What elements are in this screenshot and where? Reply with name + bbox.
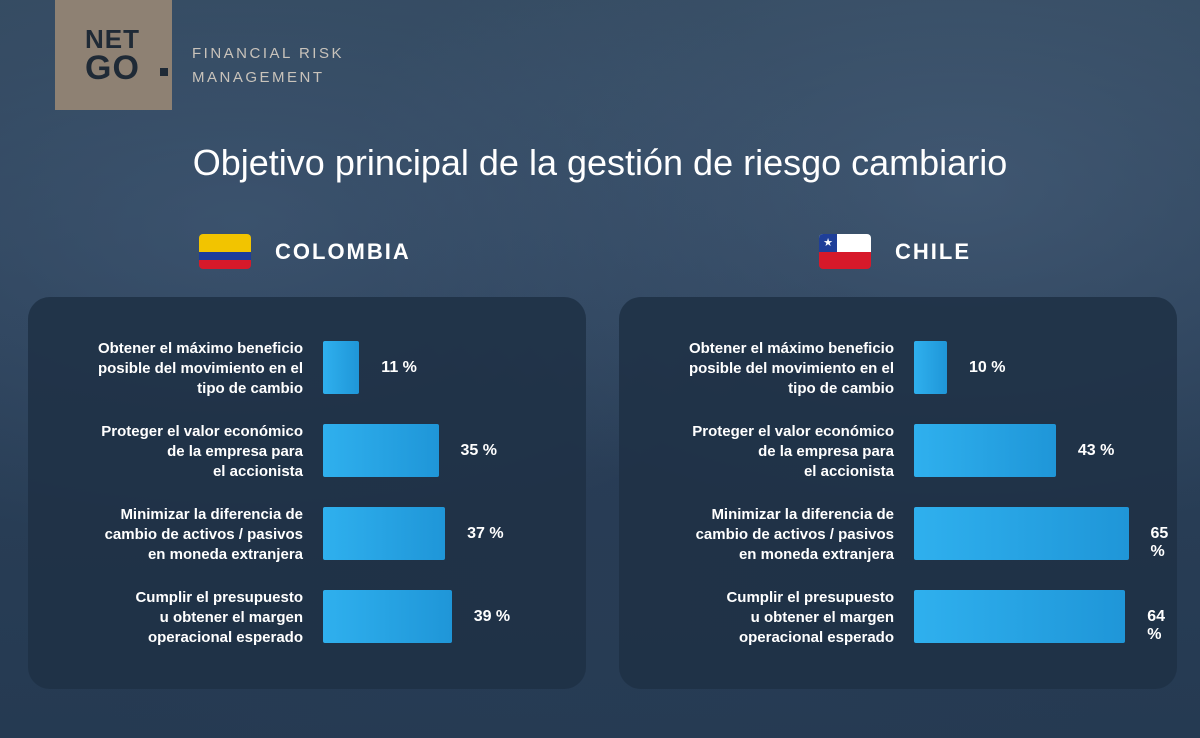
category-label-line: el accionista xyxy=(803,463,894,480)
category-label: Obtener el máximo beneficio posible del m… xyxy=(93,339,303,399)
chart-panel-chile: Obtener el máximo beneficio posible del m… xyxy=(619,297,1177,689)
value-label: 39 % xyxy=(473,608,511,625)
bar-row: Proteger el valor económico de la empresa… xyxy=(28,422,586,484)
value-label: 37 % xyxy=(467,525,504,542)
bar xyxy=(914,590,1126,643)
country-name: COLOMBIA xyxy=(275,238,411,264)
bar-row: Obtener el máximo beneficio posible del m… xyxy=(28,339,586,401)
country-header-chile: ★ CHILE xyxy=(819,234,971,269)
bar xyxy=(914,507,1129,560)
tagline-line-2: MANAGEMENT xyxy=(192,69,325,86)
category-label-line: u obtener el margen xyxy=(750,609,894,626)
category-label: Minimizar la diferencia de cambio de acti… xyxy=(93,505,303,565)
category-label-line: tipo de cambio xyxy=(788,380,894,397)
category-label-line: Proteger el valor económico xyxy=(692,423,894,440)
bar-row: Cumplir el presupuesto u obtener el marge… xyxy=(619,588,1177,650)
chart-panel-colombia: Obtener el máximo beneficio posible del m… xyxy=(28,297,586,689)
chile-flag-icon: ★ xyxy=(819,234,871,269)
logo-tagline: FINANCIAL RISK MANAGEMENT xyxy=(192,42,344,90)
category-label-line: Obtener el máximo beneficio xyxy=(688,340,894,357)
category-label-line: cambio de activos / pasivos xyxy=(104,526,303,543)
netgo-logo: NET GO xyxy=(55,0,172,110)
category-label-line: posible del movimiento en el xyxy=(688,360,894,377)
category-label-line: u obtener el margen xyxy=(159,609,303,626)
value-label: 43 % xyxy=(1077,442,1115,459)
bar xyxy=(323,341,360,394)
value-label: 11 % xyxy=(381,359,417,376)
category-label-line: de la empresa para xyxy=(167,443,303,460)
bar xyxy=(323,507,446,560)
bar-row: Proteger el valor económico de la empresa… xyxy=(619,422,1177,484)
value-label: 10 % xyxy=(969,359,1006,376)
value-label: 65 % xyxy=(1150,525,1169,560)
category-label-line: en moneda extranjera xyxy=(738,546,894,563)
category-label-line: Proteger el valor económico xyxy=(101,423,303,440)
category-label-line: Obtener el máximo beneficio xyxy=(97,340,303,357)
country-header-colombia: COLOMBIA xyxy=(199,234,411,269)
category-label-line: tipo de cambio xyxy=(197,380,303,397)
category-label: Minimizar la diferencia de cambio de acti… xyxy=(684,505,894,565)
category-label-line: Minimizar la diferencia de xyxy=(120,506,303,523)
bar-row: Minimizar la diferencia de cambio de acti… xyxy=(28,505,586,567)
category-label-line: Cumplir el presupuesto xyxy=(135,589,303,606)
category-label: Obtener el máximo beneficio posible del m… xyxy=(684,339,894,399)
bar-row: Obtener el máximo beneficio posible del m… xyxy=(619,339,1177,401)
country-name: CHILE xyxy=(895,238,971,264)
category-label: Proteger el valor económico de la empresa… xyxy=(684,422,894,482)
bar xyxy=(323,424,439,477)
colombia-flag-icon xyxy=(199,234,251,269)
category-label-line: en moneda extranjera xyxy=(147,546,303,563)
logo-text-go: GO xyxy=(85,49,140,87)
logo-dot xyxy=(160,68,168,76)
category-label-line: de la empresa para xyxy=(758,443,894,460)
tagline-line-1: FINANCIAL RISK xyxy=(192,45,344,62)
bar xyxy=(914,341,947,394)
value-label: 64 % xyxy=(1147,608,1165,643)
category-label-line: cambio de activos / pasivos xyxy=(695,526,894,543)
value-label: 35 % xyxy=(460,442,497,459)
category-label-line: Minimizar la diferencia de xyxy=(711,506,894,523)
bar-row: Minimizar la diferencia de cambio de acti… xyxy=(619,505,1177,567)
bar xyxy=(323,590,452,643)
category-label-line: el accionista xyxy=(212,463,303,480)
category-label-line: operacional esperado xyxy=(147,629,303,646)
bar xyxy=(914,424,1056,477)
page-title: Objetivo principal de la gestión de ries… xyxy=(192,142,1008,183)
category-label: Proteger el valor económico de la empresa… xyxy=(93,422,303,482)
category-label: Cumplir el presupuesto u obtener el marge… xyxy=(93,588,303,648)
category-label: Cumplir el presupuesto u obtener el marge… xyxy=(684,588,894,648)
logo-text-net: NET xyxy=(85,24,140,54)
category-label-line: operacional esperado xyxy=(738,629,894,646)
bar-row: Cumplir el presupuesto u obtener el marge… xyxy=(28,588,586,650)
category-label-line: posible del movimiento en el xyxy=(97,360,303,377)
category-label-line: Cumplir el presupuesto xyxy=(726,589,894,606)
